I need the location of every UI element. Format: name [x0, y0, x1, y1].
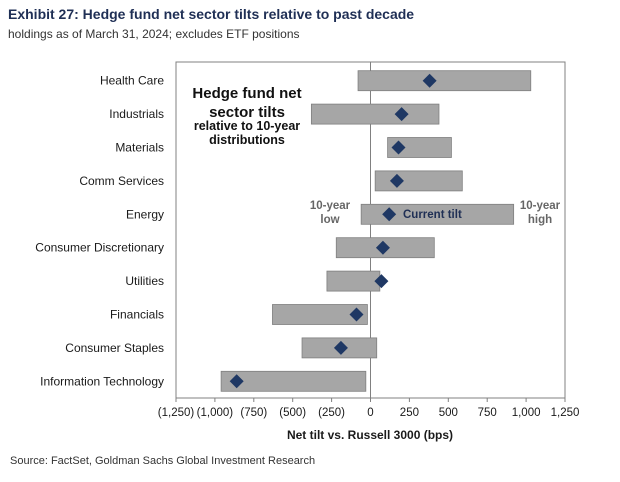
x-tick-label: (1,250)	[158, 407, 195, 419]
category-label-energy: Energy	[126, 207, 164, 221]
callout-line-1: Hedge fund net	[192, 85, 301, 102]
high-annotation-line-1: 10-year	[520, 200, 561, 212]
range-bar-health-care	[357, 70, 532, 92]
category-label-comm-services: Comm Services	[79, 174, 164, 188]
x-tick-label: 250	[400, 407, 419, 419]
range-bar-financials	[272, 304, 368, 325]
current-tilt-marker-energy	[382, 207, 397, 222]
current-tilt-marker-industrials	[394, 107, 409, 122]
current-tilt-marker-comm-services	[389, 173, 404, 188]
x-axis-label: Net tilt vs. Russell 3000 (bps)	[287, 428, 453, 442]
category-label-consumer-discretionary: Consumer Discretionary	[35, 241, 164, 255]
x-tick-label: (1,000)	[197, 407, 234, 419]
category-label-industrials: Industrials	[109, 107, 164, 121]
range-bar-utilities	[326, 270, 381, 292]
range-bar-materials	[387, 137, 452, 158]
x-tick-label: (250)	[318, 407, 345, 419]
callout-line-2: sector tilts	[209, 104, 285, 121]
category-label-health-care: Health Care	[100, 74, 164, 88]
range-bar-information-technology	[220, 370, 367, 392]
low-annotation-line-1: 10-year	[310, 200, 351, 212]
source-note: Source: FactSet, Goldman Sachs Global In…	[10, 455, 316, 467]
current-tilt-marker-health-care	[422, 73, 437, 88]
callout-line-3: relative to 10-year	[194, 119, 300, 133]
range-bar-industrials	[310, 103, 440, 125]
range-bar-energy	[360, 203, 515, 225]
category-label-information-technology: Information Technology	[40, 374, 164, 388]
x-tick-label: 500	[439, 407, 458, 419]
category-label-utilities: Utilities	[125, 274, 164, 288]
chart-subtitle: holdings as of March 31, 2024; excludes …	[8, 27, 300, 41]
category-label-materials: Materials	[115, 141, 164, 155]
low-annotation-line-2: low	[320, 214, 339, 226]
high-annotation-line-2: high	[528, 214, 552, 226]
range-bar-comm-services	[374, 170, 463, 192]
x-tick-label: 1,000	[512, 407, 541, 419]
x-tick-label: 1,250	[551, 407, 580, 419]
current-tilt-marker-materials	[391, 140, 406, 155]
current-tilt-marker-consumer-staples	[333, 340, 348, 355]
x-tick-label: (750)	[240, 407, 267, 419]
current-tilt-annotation: Current tilt	[403, 209, 462, 221]
current-tilt-marker-consumer-discretionary	[375, 240, 390, 255]
callout-line-4: distributions	[209, 133, 285, 147]
current-tilt-marker-utilities	[374, 274, 389, 289]
current-tilt-marker-information-technology	[229, 374, 244, 389]
current-tilt-marker-financials	[349, 307, 364, 322]
category-label-financials: Financials	[110, 308, 164, 322]
x-tick-label: 750	[478, 407, 497, 419]
category-label-consumer-staples: Consumer Staples	[65, 341, 164, 355]
chart-title: Exhibit 27: Hedge fund net sector tilts …	[8, 6, 415, 22]
x-tick-label: 0	[367, 407, 373, 419]
x-tick-label: (500)	[279, 407, 306, 419]
